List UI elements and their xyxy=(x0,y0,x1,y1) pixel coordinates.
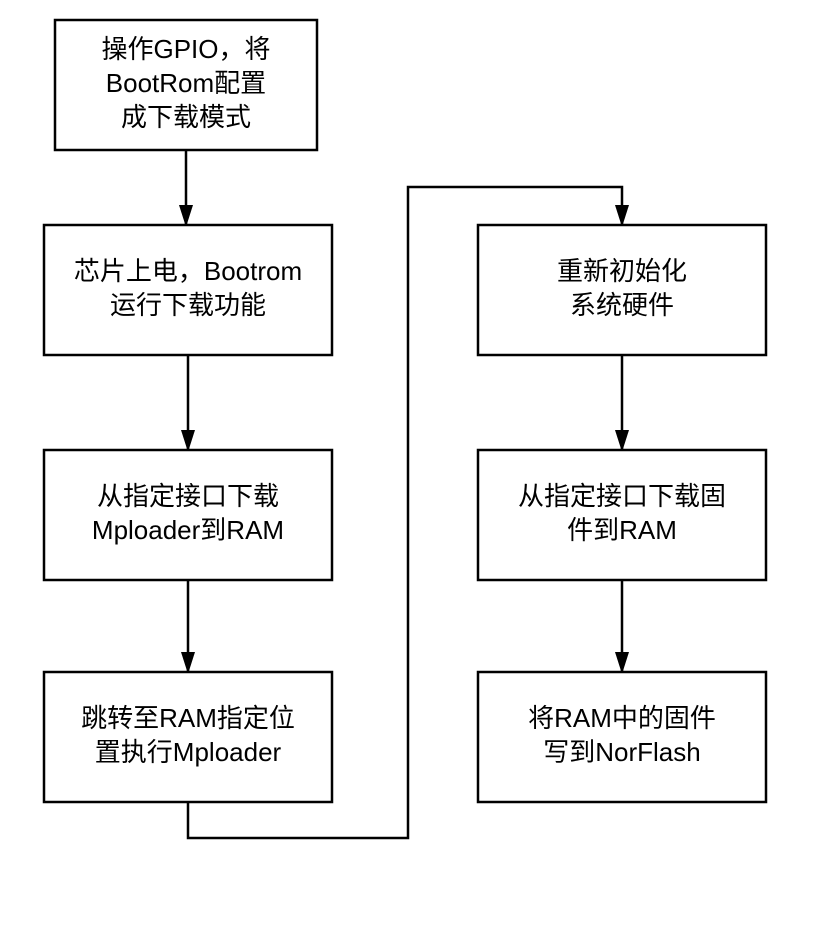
node-text-line: 置执行Mploader xyxy=(95,737,282,767)
node-text-line: 重新初始化 xyxy=(557,256,687,286)
node-text-line: 跳转至RAM指定位 xyxy=(81,703,295,733)
node-text-line: BootRom配置 xyxy=(106,68,266,98)
node-text-line: 将RAM中的固件 xyxy=(528,703,716,733)
node-n4: 跳转至RAM指定位置执行Mploader xyxy=(44,672,332,802)
node-text-line: 运行下载功能 xyxy=(110,290,266,320)
node-n5: 重新初始化系统硬件 xyxy=(478,225,766,355)
node-n1: 操作GPIO，将 BootRom配置成下载模式 xyxy=(55,20,317,150)
node-text-line: 写到NorFlash xyxy=(543,737,700,767)
node-n3: 从指定接口下载 Mploader到RAM xyxy=(44,450,332,580)
node-text-line: 成下载模式 xyxy=(121,102,251,132)
node-n6: 从指定接口下载固件到RAM xyxy=(478,450,766,580)
node-text-line: 从指定接口下载固 xyxy=(518,481,726,511)
node-n7: 将RAM中的固件写到NorFlash xyxy=(478,672,766,802)
node-text-line: 从指定接口下载 xyxy=(97,481,279,511)
node-text-line: 系统硬件 xyxy=(570,290,674,320)
node-text-line: 操作GPIO，将 xyxy=(101,34,270,64)
node-n2: 芯片上电，Bootrom 运行下载功能 xyxy=(44,225,332,355)
node-text-line: 件到RAM xyxy=(567,515,677,545)
node-text-line: Mploader到RAM xyxy=(92,515,284,545)
node-text-line: 芯片上电，Bootrom xyxy=(74,256,302,286)
flowchart-canvas: 操作GPIO，将 BootRom配置成下载模式芯片上电，Bootrom 运行下载功能… xyxy=(0,0,824,935)
